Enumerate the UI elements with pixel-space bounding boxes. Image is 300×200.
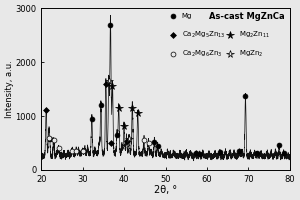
Text: As-cast MgZnCa: As-cast MgZnCa	[209, 12, 285, 21]
Text: Mg$_2$Zn$_{11}$: Mg$_2$Zn$_{11}$	[239, 30, 270, 40]
Text: Ca$_2$Mg$_5$Zn$_{13}$: Ca$_2$Mg$_5$Zn$_{13}$	[182, 30, 225, 40]
Y-axis label: Intensity, a.u.: Intensity, a.u.	[5, 60, 14, 118]
Text: Ca$_2$Mg$_6$Zn$_3$: Ca$_2$Mg$_6$Zn$_3$	[182, 48, 222, 59]
Text: Mg: Mg	[182, 13, 192, 19]
X-axis label: 2θ, °: 2θ, °	[154, 185, 177, 195]
Text: MgZn$_2$: MgZn$_2$	[239, 48, 263, 59]
